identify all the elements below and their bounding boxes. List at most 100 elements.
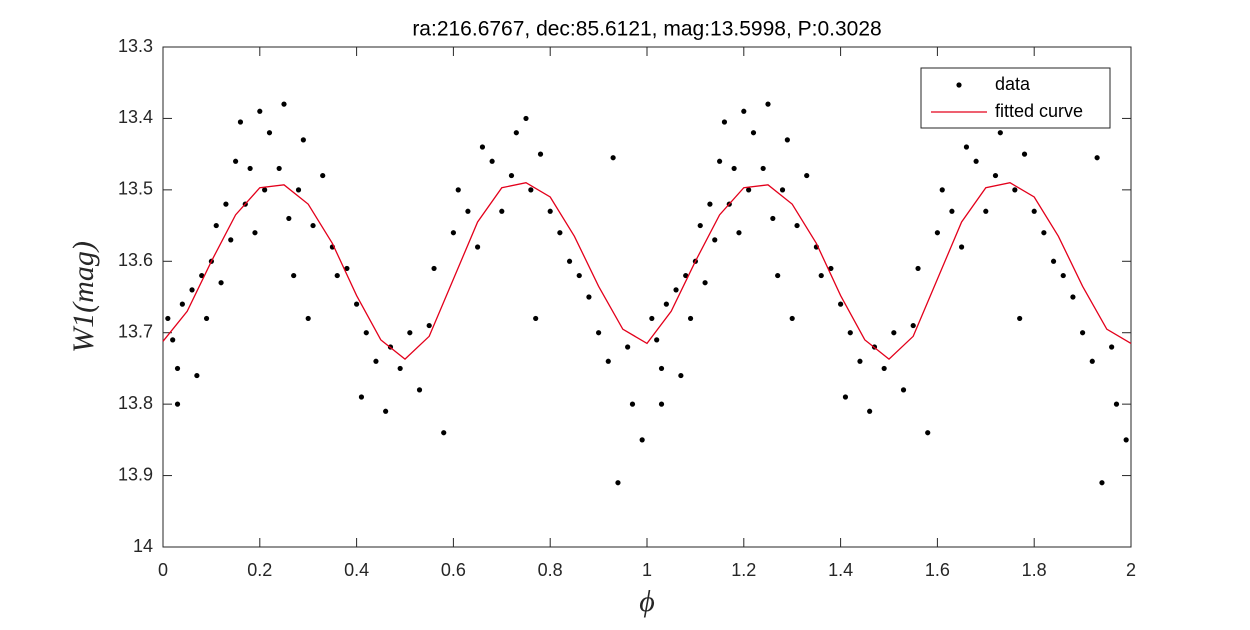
- data-point: [397, 365, 403, 372]
- chart-title: ra:216.6767, dec:85.6121, mag:13.5998, P…: [412, 18, 881, 41]
- data-point: [305, 315, 311, 322]
- data-point: [900, 387, 907, 393]
- data-point: [717, 158, 723, 164]
- data-point: [1060, 272, 1066, 279]
- plot-area: [162, 46, 1132, 548]
- data-point: [842, 394, 849, 400]
- data-point: [1031, 208, 1037, 214]
- y-tick-label: 13.5: [118, 179, 153, 199]
- data-point: [625, 344, 631, 350]
- data-point: [779, 187, 786, 193]
- data-point: [775, 272, 781, 279]
- data-point: [794, 222, 800, 229]
- data-point: [576, 272, 582, 279]
- data-point: [673, 287, 679, 293]
- data-point: [910, 322, 916, 329]
- data-point: [702, 280, 708, 286]
- x-tick-label: 0.2: [247, 560, 272, 580]
- data-point: [547, 208, 553, 214]
- data-point: [1099, 480, 1105, 486]
- data-point: [1094, 155, 1100, 161]
- data-point: [605, 358, 611, 364]
- data-point: [354, 301, 360, 307]
- data-point: [818, 272, 824, 279]
- data-point: [1080, 330, 1086, 336]
- data-point: [479, 144, 486, 150]
- data-point: [707, 201, 713, 207]
- data-point: [199, 272, 205, 279]
- data-point: [663, 301, 669, 307]
- data-point: [237, 119, 244, 125]
- x-tick-label: 1.2: [731, 560, 756, 580]
- y-tick-label: 14: [133, 536, 153, 556]
- data-point: [838, 301, 844, 307]
- data-point: [233, 158, 239, 164]
- data-point: [678, 372, 684, 379]
- data-point: [310, 222, 316, 229]
- y-tick-label: 13.7: [118, 321, 153, 341]
- data-point: [358, 394, 365, 400]
- data-point: [847, 330, 853, 336]
- data-point: [784, 137, 790, 143]
- data-point: [610, 155, 616, 161]
- y-axis-label: W1(mag): [67, 241, 100, 353]
- data-point: [533, 315, 539, 322]
- data-point: [291, 272, 297, 279]
- data-point: [450, 230, 456, 236]
- data-point: [789, 315, 795, 322]
- data-point: [658, 401, 665, 407]
- data-point: [596, 330, 602, 336]
- x-axis-label: ϕ: [639, 585, 655, 618]
- data-point: [992, 172, 999, 179]
- data-point: [629, 401, 636, 407]
- data-point: [383, 408, 389, 414]
- data-point: [218, 280, 224, 286]
- x-tick-label: 1.4: [828, 560, 853, 580]
- data-point: [475, 244, 481, 250]
- data-point: [170, 337, 176, 343]
- data-point: [213, 222, 219, 229]
- data-point: [266, 130, 273, 136]
- data-point: [750, 130, 757, 136]
- data-point: [228, 237, 234, 243]
- data-point: [712, 237, 718, 243]
- y-tick-label: 13.3: [118, 36, 153, 56]
- data-point: [537, 151, 544, 157]
- data-point: [1113, 401, 1120, 407]
- data-point: [687, 315, 694, 322]
- data-point: [697, 222, 703, 229]
- data-point: [373, 358, 379, 364]
- legend-marker: [956, 82, 962, 88]
- data-point: [1109, 344, 1115, 350]
- x-tick-label: 0.6: [441, 560, 466, 580]
- data-point: [639, 437, 645, 443]
- x-tick-label: 1.6: [925, 560, 950, 580]
- data-point: [276, 165, 282, 172]
- data-point: [804, 172, 810, 179]
- data-point: [973, 158, 979, 164]
- data-point: [731, 165, 737, 172]
- data-point: [683, 272, 689, 279]
- data-point: [939, 187, 945, 193]
- data-point: [925, 430, 931, 436]
- data-point: [426, 322, 432, 329]
- data-point: [508, 172, 515, 179]
- data-point: [649, 315, 655, 322]
- data-point: [1021, 151, 1028, 157]
- data-point: [441, 430, 447, 436]
- x-tick-label: 0.4: [344, 560, 369, 580]
- data-point: [1089, 358, 1095, 364]
- data-point: [934, 230, 941, 236]
- data-point: [179, 301, 185, 307]
- data-point: [499, 208, 505, 214]
- data-point: [431, 265, 437, 272]
- data-point: [881, 365, 887, 372]
- data-point: [658, 365, 665, 372]
- data-point: [615, 480, 621, 486]
- data-point: [320, 172, 326, 179]
- data-point: [654, 337, 660, 343]
- data-point: [857, 358, 863, 364]
- data-point: [949, 208, 955, 214]
- data-point: [407, 330, 413, 336]
- data-point: [262, 187, 268, 193]
